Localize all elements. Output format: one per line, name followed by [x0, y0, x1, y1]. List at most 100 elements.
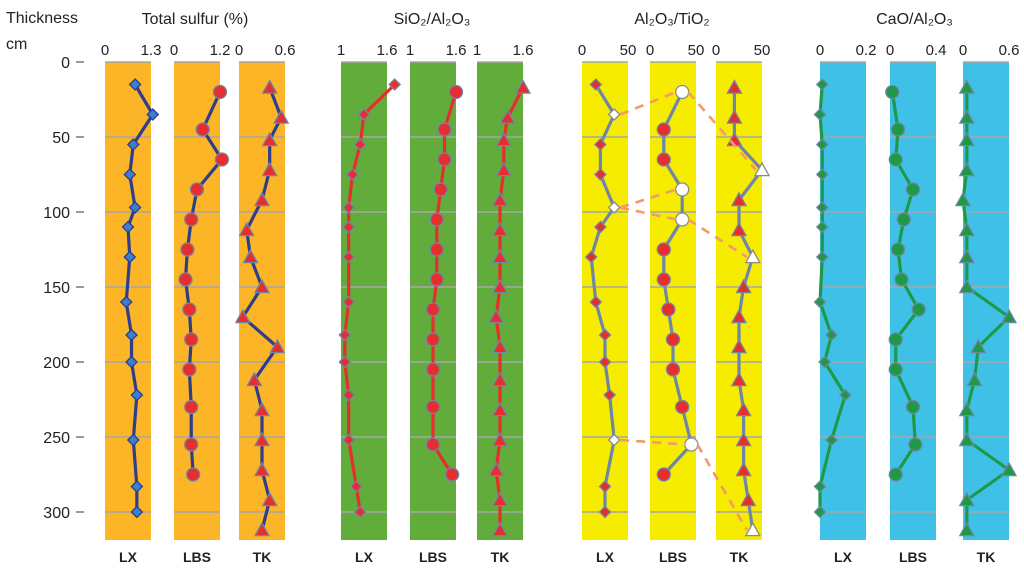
data-point: [491, 338, 509, 354]
correlation-links: [619, 90, 757, 531]
data-point: [184, 332, 199, 347]
x-tick-label: 0: [959, 42, 967, 59]
data-point: [491, 521, 509, 537]
panel-lbs: 0 50 LBS: [646, 42, 705, 565]
x-tick-label: 50: [688, 42, 705, 59]
data-point: [958, 161, 975, 177]
x-tick-label: 0.6: [275, 42, 296, 59]
group-title: Al₂O₃/TiO₂: [634, 11, 709, 28]
data-point: [958, 491, 975, 507]
data-point: [491, 248, 509, 264]
panel-lbs: 0 1.2 LBS: [170, 42, 231, 565]
data-point: [661, 302, 676, 317]
panel-label: LX: [834, 549, 853, 565]
data-point: [958, 431, 975, 447]
data-point: [675, 182, 690, 197]
data-point: [184, 212, 199, 227]
data-point: [890, 242, 906, 257]
y-tick-label: 150: [43, 280, 70, 297]
data-point: [214, 152, 230, 167]
data-point: [954, 191, 972, 207]
y-axis: 0 50 100 150 200 250 300: [43, 55, 84, 522]
data-point: [896, 212, 911, 227]
series-line: [494, 86, 525, 530]
group-titles: Total sulfur (%) SiO₂/Al₂O₃ Al₂O₃/TiO₂ CaO/…: [142, 11, 953, 28]
data-point: [888, 362, 903, 377]
panel-tk: 0 0.6 TK: [234, 42, 296, 565]
data-point: [186, 467, 201, 482]
data-point: [825, 328, 838, 342]
correlation-link: [696, 443, 748, 531]
data-point: [815, 250, 829, 264]
data-point: [885, 84, 900, 100]
panel-label: LX: [596, 549, 615, 565]
x-tick-label: 1.6: [377, 42, 398, 59]
data-point: [119, 295, 133, 309]
x-tick-label: 0.4: [926, 42, 947, 59]
data-point: [242, 248, 259, 264]
data-point: [342, 295, 356, 309]
data-point: [130, 505, 144, 519]
data-point: [730, 308, 748, 324]
data-point: [121, 220, 135, 234]
data-point: [491, 278, 509, 294]
data-point: [212, 84, 228, 100]
data-point: [815, 168, 829, 181]
x-tick-label: 1.6: [513, 42, 534, 59]
data-point: [349, 480, 363, 493]
data-point: [970, 338, 987, 354]
x-tick-label: 1: [473, 42, 481, 59]
data-point: [589, 78, 603, 91]
x-tick-label: 1: [337, 42, 345, 59]
data-point: [495, 161, 512, 177]
data-point: [888, 152, 903, 167]
data-point: [753, 161, 771, 177]
series-line: [241, 86, 283, 531]
data-point: [253, 521, 271, 537]
data-point: [448, 84, 464, 100]
data-point: [894, 272, 909, 287]
data-point: [598, 328, 612, 342]
data-point: [488, 308, 505, 324]
panel-lx: 0 1.3 LX: [101, 42, 162, 565]
data-point: [491, 491, 509, 507]
data-point: [958, 221, 975, 237]
data-point: [825, 433, 838, 447]
data-point: [966, 371, 983, 387]
panel-background: [820, 62, 866, 540]
data-point: [514, 79, 532, 94]
data-point: [598, 480, 612, 493]
data-point: [126, 433, 140, 447]
data-point: [598, 505, 612, 519]
x-tick-label: 1: [406, 42, 414, 59]
data-point: [730, 371, 748, 387]
data-point: [656, 242, 671, 257]
panel-tk: 0 0.6 TK: [954, 42, 1020, 565]
data-point: [603, 388, 617, 402]
data-point: [815, 138, 829, 151]
data-point: [730, 338, 748, 354]
panel-lbs: 1 1.6 LBS: [406, 42, 467, 565]
data-point: [180, 242, 195, 257]
data-point: [958, 109, 975, 124]
data-point: [813, 480, 827, 493]
panel-label: TK: [491, 549, 510, 565]
data-point: [726, 79, 743, 94]
data-point: [675, 212, 690, 227]
x-tick-label: 0.2: [856, 42, 877, 59]
data-point: [429, 212, 444, 227]
panel-label: LBS: [899, 549, 927, 565]
data-point: [665, 362, 681, 377]
panel-lx: 0 0.2 LX: [813, 42, 877, 565]
data-point: [342, 388, 356, 402]
x-tick-label: 0.6: [999, 42, 1020, 59]
x-tick-label: 50: [754, 42, 771, 59]
data-point: [735, 278, 752, 294]
data-point: [495, 131, 512, 147]
data-point: [445, 467, 460, 482]
data-point: [126, 138, 140, 151]
data-point: [665, 332, 681, 347]
data-point: [253, 191, 271, 207]
data-point: [656, 122, 671, 137]
